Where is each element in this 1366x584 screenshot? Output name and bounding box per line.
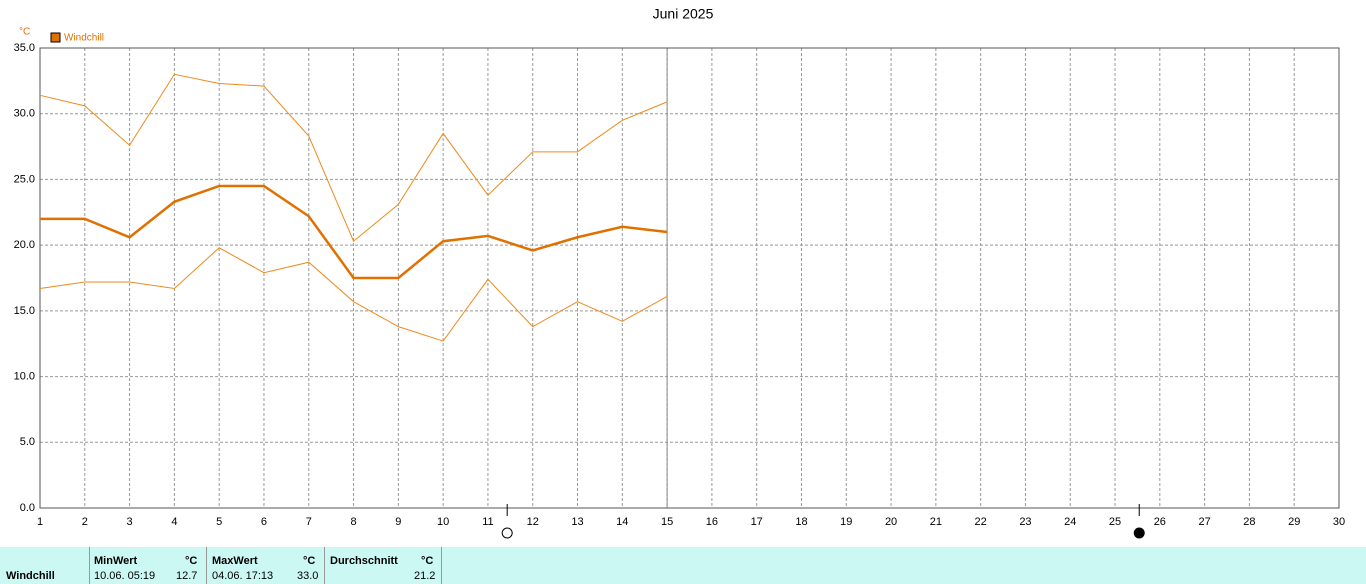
col-header: MinWert — [94, 555, 138, 567]
x-tick-label: 16 — [706, 516, 718, 528]
time: 04.06. 17:13 — [212, 570, 274, 582]
stats-table: Windchill MinWert °C 10.06. 05:19 12.7 M… — [0, 547, 1366, 584]
x-tick-label: 25 — [1109, 516, 1121, 528]
series-line — [40, 184, 668, 280]
x-tick-label: 5 — [216, 516, 222, 528]
value: 21.2 — [414, 570, 436, 582]
y-tick-label: 35.0 — [14, 42, 35, 54]
col-unit: °C — [185, 555, 198, 567]
col-header: MaxWert — [212, 555, 258, 567]
y-tick-label: 15.0 — [14, 305, 35, 317]
value: 12.7 — [176, 570, 198, 582]
x-tick-label: 11 — [482, 516, 493, 528]
series-line — [39, 73, 668, 243]
x-tick-label: 18 — [795, 516, 807, 528]
value: 33.0 — [297, 570, 319, 582]
col-header: Durchschnitt — [330, 555, 398, 567]
x-tick-label: 21 — [930, 516, 942, 528]
y-tick-label: 0.0 — [20, 502, 35, 514]
plot-border — [39, 47, 1340, 509]
series-line — [39, 247, 668, 342]
divider — [324, 547, 325, 584]
x-tick-label: 7 — [306, 516, 312, 528]
x-tick-label: 9 — [395, 516, 401, 528]
divider — [206, 547, 207, 584]
y-tick-label: 25.0 — [14, 173, 35, 185]
chart-title: Juni 2025 — [653, 6, 714, 22]
x-tick-label: 26 — [1154, 516, 1166, 528]
time: 10.06. 05:19 — [94, 570, 156, 582]
x-tick-label: 29 — [1288, 516, 1300, 528]
x-tick-label: 17 — [751, 516, 763, 528]
y-unit: °C — [19, 27, 30, 38]
x-tick-label: 20 — [885, 516, 897, 528]
col-unit: °C — [421, 555, 434, 567]
x-tick-label: 22 — [975, 516, 987, 528]
legend-label: Windchill — [64, 33, 104, 44]
moon-new — [1133, 527, 1145, 539]
divider — [441, 547, 442, 584]
x-tick-label: 10 — [437, 516, 449, 528]
x-tick-label: 12 — [527, 516, 539, 528]
legend-swatch — [50, 32, 61, 43]
x-tick-label: 28 — [1243, 516, 1255, 528]
x-tick-label: 23 — [1019, 516, 1031, 528]
x-tick-label: 1 — [37, 516, 43, 528]
x-tick-label: 27 — [1198, 516, 1210, 528]
x-tick-label: 14 — [616, 516, 628, 528]
x-tick-label: 19 — [840, 516, 852, 528]
y-tick-label: 30.0 — [14, 108, 35, 120]
y-tick-label: 5.0 — [20, 436, 35, 448]
x-tick-label: 13 — [571, 516, 583, 528]
x-tick-label: 24 — [1064, 516, 1076, 528]
x-tick-label: 2 — [82, 516, 88, 528]
x-tick-label: 6 — [261, 516, 267, 528]
moon-full — [501, 527, 513, 539]
col-unit: °C — [303, 555, 316, 567]
x-tick-label: 3 — [127, 516, 133, 528]
x-tick-label: 30 — [1333, 516, 1345, 528]
chart: Juni 2025 °C Windchill 0.0 5.0 10.0 15.0 20.… — [14, 6, 1345, 539]
x-tick-label: 4 — [171, 516, 177, 528]
y-tick-label: 20.0 — [14, 239, 35, 251]
divider — [89, 547, 90, 584]
x-tick-label: 15 — [661, 516, 673, 528]
x-tick-label: 8 — [350, 516, 356, 528]
y-tick-label: 10.0 — [14, 370, 35, 382]
row-label: Windchill — [6, 570, 55, 582]
